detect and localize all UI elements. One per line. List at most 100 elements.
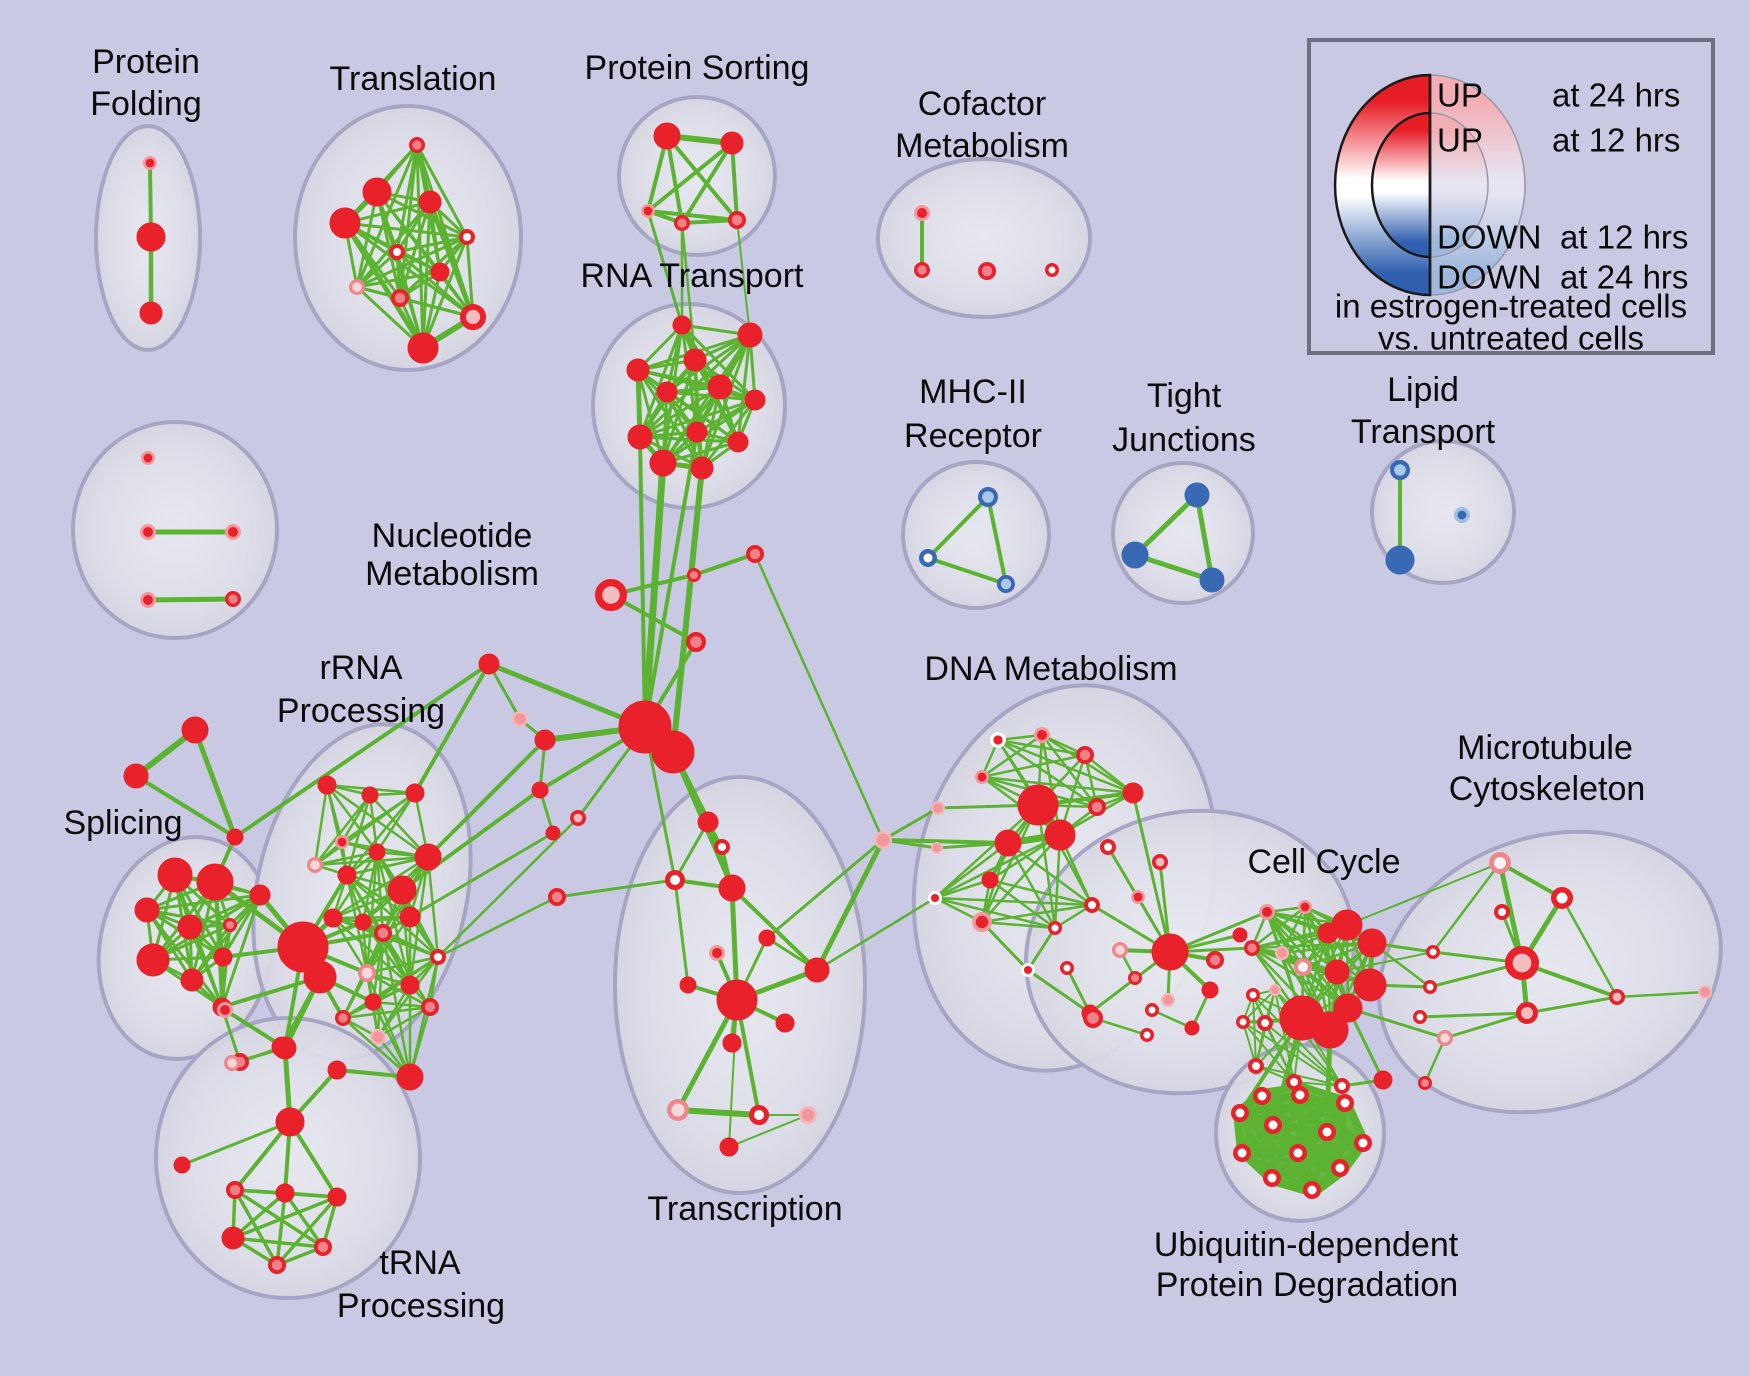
cluster-label-microtubule-cytoskeleton: Microtubule xyxy=(1457,729,1633,767)
cluster-label-tight-junctions: Junctions xyxy=(1112,421,1256,459)
network-node xyxy=(1423,980,1437,994)
network-edge xyxy=(288,1120,339,1199)
network-node xyxy=(1233,1144,1251,1162)
cluster-label-cell-cycle: Cell Cycle xyxy=(1247,843,1400,881)
network-edge xyxy=(1346,1006,1447,1040)
network-node xyxy=(722,1033,742,1053)
network-node xyxy=(534,729,556,751)
network-node xyxy=(1088,798,1107,817)
network-node xyxy=(1357,928,1387,958)
network-edge xyxy=(980,803,1040,924)
network-edge xyxy=(665,390,704,470)
legend-time-label: at 24 hrs xyxy=(1552,77,1680,114)
network-node xyxy=(1130,890,1145,905)
network-node xyxy=(1151,933,1189,971)
network-node xyxy=(349,279,366,296)
network-node xyxy=(919,549,937,567)
cluster-mhc-ii-receptor-region xyxy=(901,460,1051,610)
network-node xyxy=(758,929,776,947)
legend-direction-label: UP xyxy=(1437,122,1483,159)
network-edge xyxy=(283,1191,325,1249)
network-node xyxy=(1184,482,1210,508)
network-node xyxy=(1253,1087,1271,1105)
network-edge xyxy=(980,775,1135,795)
network-node xyxy=(1199,567,1225,593)
network-edge xyxy=(926,495,990,560)
network-edge xyxy=(638,435,740,444)
network-node xyxy=(569,809,586,826)
network-node xyxy=(1318,1123,1336,1141)
network-edge xyxy=(233,662,491,839)
network-node xyxy=(400,975,420,995)
network-edge xyxy=(355,200,432,289)
network-node xyxy=(1263,1169,1281,1187)
network-edge xyxy=(1026,926,1057,972)
network-node xyxy=(746,545,765,564)
cluster-label-protein-folding: Folding xyxy=(90,85,202,123)
network-edge xyxy=(1280,941,1374,955)
network-node xyxy=(1127,970,1142,985)
network-node xyxy=(1161,992,1176,1007)
network-node xyxy=(1294,958,1313,977)
cluster-label-lipid-transport: Transport xyxy=(1351,413,1496,451)
network-node xyxy=(718,874,746,902)
network-edge xyxy=(1132,492,1200,558)
network-node xyxy=(728,210,747,229)
network-node xyxy=(978,262,997,281)
cluster-label-protein-sorting: Protein Sorting xyxy=(585,49,810,87)
network-node xyxy=(268,1256,287,1275)
network-node xyxy=(1297,900,1312,915)
network-edge xyxy=(638,385,722,439)
network-node xyxy=(775,1013,795,1033)
network-edge xyxy=(728,1114,809,1148)
network-edge xyxy=(555,878,677,899)
network-node xyxy=(478,653,500,675)
network-node xyxy=(1417,1075,1432,1090)
network-node xyxy=(716,979,758,1021)
cluster-label-nucleotide-metabolism: Nucleotide xyxy=(372,517,533,555)
cluster-label-rrna-processing: Processing xyxy=(277,692,445,730)
network-node xyxy=(1494,904,1510,920)
network-node xyxy=(327,1187,347,1207)
cluster-label-mhc-ii-receptor: Receptor xyxy=(904,417,1042,455)
network-node xyxy=(690,456,714,480)
network-edge xyxy=(376,931,385,1039)
network-node xyxy=(679,976,697,994)
network-node xyxy=(749,1105,769,1125)
cluster-cofactor-metabolism-region xyxy=(876,157,1092,319)
network-edge xyxy=(636,368,757,402)
cluster-label-lipid-transport: Lipid xyxy=(1387,371,1459,409)
network-node xyxy=(977,487,998,508)
network-edge xyxy=(980,833,1062,924)
network-node xyxy=(1354,1134,1372,1152)
network-edge xyxy=(375,791,417,854)
network-edge xyxy=(231,1195,339,1240)
network-node xyxy=(1331,1159,1349,1177)
network-node xyxy=(720,131,744,155)
network-node xyxy=(1336,1094,1354,1112)
network-node xyxy=(141,450,156,465)
network-edge xyxy=(1525,995,1619,1015)
legend-gradient-circle-left xyxy=(1370,111,1432,259)
network-edge xyxy=(371,1000,432,1009)
network-node xyxy=(1334,1078,1350,1094)
cluster-protein-sorting-region xyxy=(617,95,777,257)
network-edge xyxy=(980,753,1087,779)
cluster-label-translation: Translation xyxy=(330,60,497,98)
network-edge xyxy=(221,893,262,959)
network-node xyxy=(317,775,337,795)
network-node xyxy=(997,575,1016,594)
network-edge xyxy=(426,738,547,859)
network-edge xyxy=(986,495,1008,586)
network-node xyxy=(1034,727,1051,744)
network-edge xyxy=(343,221,469,239)
network-node xyxy=(1206,951,1225,970)
network-edge xyxy=(180,1120,292,1167)
network-node xyxy=(727,431,749,453)
network-edge xyxy=(231,1236,325,1249)
network-node xyxy=(1048,921,1062,935)
network-node xyxy=(873,830,892,849)
network-node xyxy=(224,590,241,607)
legend-direction-label: DOWN xyxy=(1437,259,1541,296)
